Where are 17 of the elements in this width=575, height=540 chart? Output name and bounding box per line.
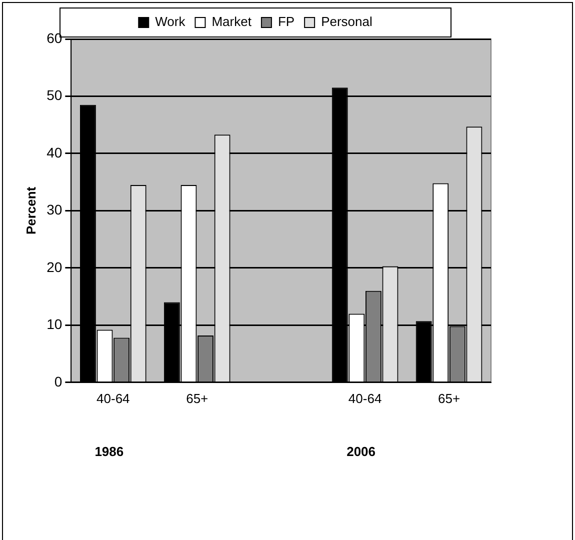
y-tick-label: 50 [46, 87, 62, 104]
y-tick-label: 40 [46, 144, 62, 160]
y-tick-label: 0 [54, 373, 62, 390]
x-tick-label: 40-64 [348, 390, 382, 406]
x-tick-label: 65+ [438, 390, 460, 406]
x-tick-label: 40-64 [96, 390, 130, 406]
text: 2006 [346, 444, 376, 459]
legend-label: Market [212, 14, 252, 30]
legend-label: Personal [321, 14, 372, 30]
legend-label: FP [278, 14, 295, 30]
y-tick-label: 30 [46, 202, 62, 218]
y-tick-label: 20 [46, 258, 62, 275]
legend-label: Work [155, 14, 186, 30]
x-tick-label: 65+ [186, 390, 208, 406]
y-tick-label: 10 [46, 316, 62, 332]
text: 1986 [94, 444, 124, 459]
y-axis-title: Percent [23, 186, 38, 235]
